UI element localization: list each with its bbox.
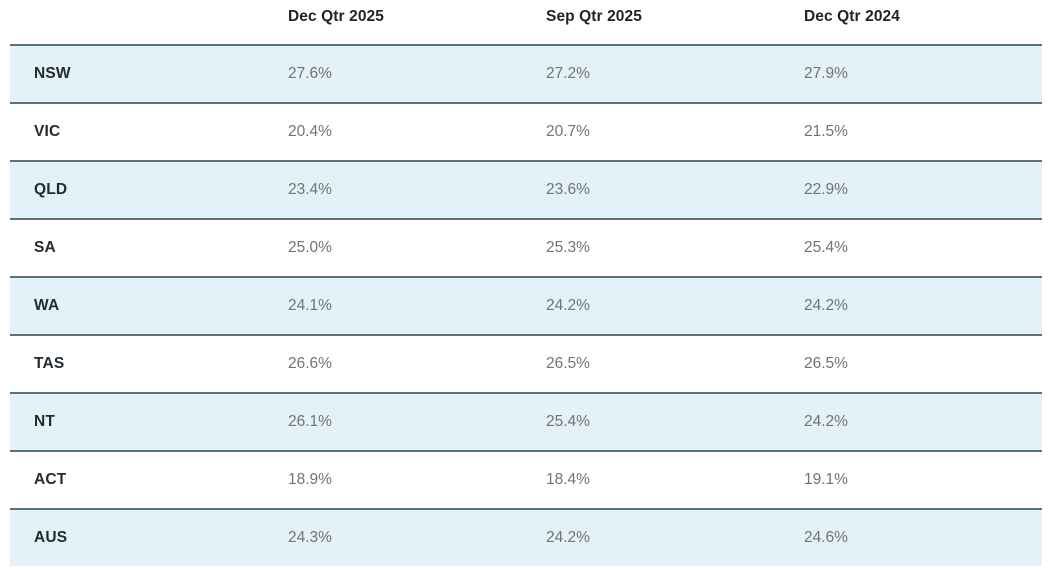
- table-row: ACT 18.9% 18.4% 19.1%: [10, 450, 1042, 508]
- cell-value: 24.6%: [804, 528, 848, 546]
- row-label: QLD: [34, 180, 68, 198]
- table-body: NSW 27.6% 27.2% 27.9% VIC 20.4% 20.7% 21.5% QLD 2…: [10, 44, 1042, 566]
- cell-value: 26.6%: [288, 354, 332, 372]
- cell-value: 18.4%: [546, 470, 590, 488]
- row-label: TAS: [34, 354, 65, 372]
- table-row: TAS 26.6% 26.5% 26.5%: [10, 334, 1042, 392]
- cell-value: 24.3%: [288, 528, 332, 546]
- cell-value: 21.5%: [804, 122, 848, 140]
- table-row: NSW 27.6% 27.2% 27.9%: [10, 44, 1042, 102]
- cell-value: 22.9%: [804, 180, 848, 198]
- cell-value: 18.9%: [288, 470, 332, 488]
- row-label: NSW: [34, 64, 71, 82]
- row-label: AUS: [34, 528, 68, 546]
- cell-value: 24.2%: [804, 296, 848, 314]
- table-row: SA 25.0% 25.3% 25.4%: [10, 218, 1042, 276]
- cell-value: 25.0%: [288, 238, 332, 256]
- row-label: SA: [34, 238, 56, 256]
- cell-value: 24.2%: [804, 412, 848, 430]
- row-label: NT: [34, 412, 56, 430]
- cell-value: 25.4%: [546, 412, 590, 430]
- table-row: VIC 20.4% 20.7% 21.5%: [10, 102, 1042, 160]
- row-label: ACT: [34, 470, 67, 488]
- table-row: QLD 23.4% 23.6% 22.9%: [10, 160, 1042, 218]
- table-row: WA 24.1% 24.2% 24.2%: [10, 276, 1042, 334]
- table-row: AUS 24.3% 24.2% 24.6%: [10, 508, 1042, 566]
- cell-value: 24.1%: [288, 296, 332, 314]
- column-header-dec-qtr-2024: Dec Qtr 2024: [804, 8, 900, 25]
- cell-value: 27.9%: [804, 64, 848, 82]
- table-row: NT 26.1% 25.4% 24.2%: [10, 392, 1042, 450]
- cell-value: 23.4%: [288, 180, 332, 198]
- cell-value: 23.6%: [546, 180, 590, 198]
- cell-value: 20.7%: [546, 122, 590, 140]
- cell-value: 24.2%: [546, 296, 590, 314]
- column-header-dec-qtr-2025: Dec Qtr 2025: [288, 8, 384, 25]
- cell-value: 27.6%: [288, 64, 332, 82]
- row-label: VIC: [34, 122, 61, 140]
- cell-value: 19.1%: [804, 470, 848, 488]
- row-label: WA: [34, 296, 60, 314]
- cell-value: 26.1%: [288, 412, 332, 430]
- cell-value: 25.4%: [804, 238, 848, 256]
- cell-value: 26.5%: [546, 354, 590, 372]
- column-header-sep-qtr-2025: Sep Qtr 2025: [546, 8, 642, 25]
- quarterly-rates-table: Dec Qtr 2025 Sep Qtr 2025 Dec Qtr 2024 N…: [10, 0, 1042, 566]
- table-header-row: Dec Qtr 2025 Sep Qtr 2025 Dec Qtr 2024: [10, 0, 1042, 44]
- cell-value: 27.2%: [546, 64, 590, 82]
- cell-value: 24.2%: [546, 528, 590, 546]
- cell-value: 20.4%: [288, 122, 332, 140]
- cell-value: 26.5%: [804, 354, 848, 372]
- cell-value: 25.3%: [546, 238, 590, 256]
